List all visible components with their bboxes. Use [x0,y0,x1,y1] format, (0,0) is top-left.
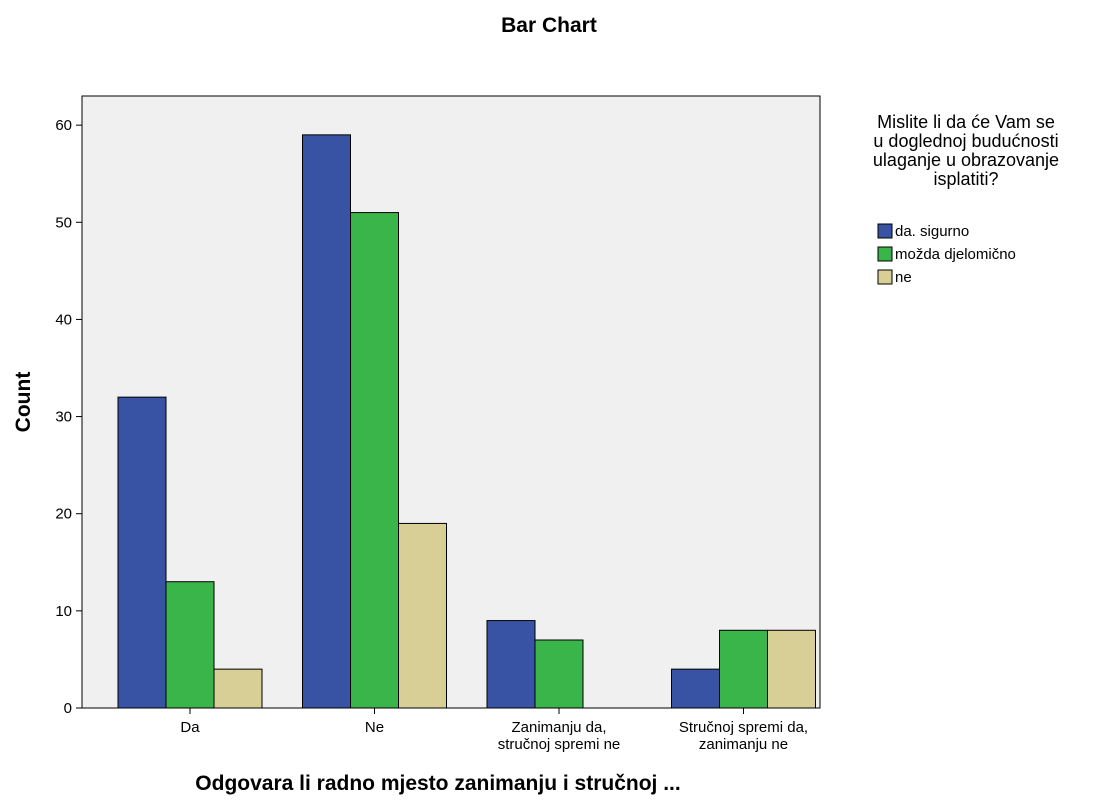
legend: Mislite li da će Vam seu doglednoj buduć… [873,112,1059,286]
bar-da-sigurno [117,396,167,709]
x-axis-label: Odgovara li radno mjesto zanimanju i str… [195,772,680,795]
legend-title-line: Mislite li da će Vam se [877,112,1055,132]
legend-label: ne [895,269,912,286]
y-tick-label: 50 [55,214,72,231]
bar-da-sigurno [302,134,351,709]
y-tick-label: 20 [55,506,72,523]
legend-swatch [877,223,893,239]
bar-mo-da-djelomi-no [534,639,584,709]
y-axis-label: Count [12,372,35,433]
y-tick-label: 30 [55,409,72,426]
bar-ne [213,668,263,709]
legend-swatch [877,269,893,285]
y-tick-label: 0 [64,700,72,717]
legend-swatch [877,246,893,262]
bars-group [117,134,816,709]
y-axis: 0 10 20 30 40 50 60 [55,117,82,717]
bar-mo-da-djelomi-no [719,629,768,709]
legend-label: možda djelomično [895,246,1016,263]
y-tick-label: 40 [55,311,72,328]
legend-title-line: ulaganje u obrazovanje [873,150,1059,170]
bar-da-sigurno [486,620,536,709]
x-tick-label: Stručnoj spremi da, zanimanju ne [679,719,808,753]
legend-label: da. sigurno [895,223,969,240]
bar-ne [767,629,816,709]
x-tick-label: Da [180,719,200,736]
bar-da-sigurno [671,668,720,709]
y-tick-label: 60 [55,117,72,134]
x-tick-label: Ne [365,719,384,736]
legend-title-line: u doglednoj budućnosti [873,131,1058,151]
chart-title: Bar Chart [501,14,597,37]
x-tick-label: Zanimanju da, stručnoj spremi ne [498,719,621,753]
bar-mo-da-djelomi-no [165,581,215,709]
bar-ne [398,522,447,709]
bar-mo-da-djelomi-no [350,212,399,709]
y-tick-label: 10 [55,603,72,620]
legend-title-line: isplatiti? [933,169,998,189]
x-axis: Da Ne Zanimanju da, stručnoj spremi ne Struč… [180,708,808,753]
